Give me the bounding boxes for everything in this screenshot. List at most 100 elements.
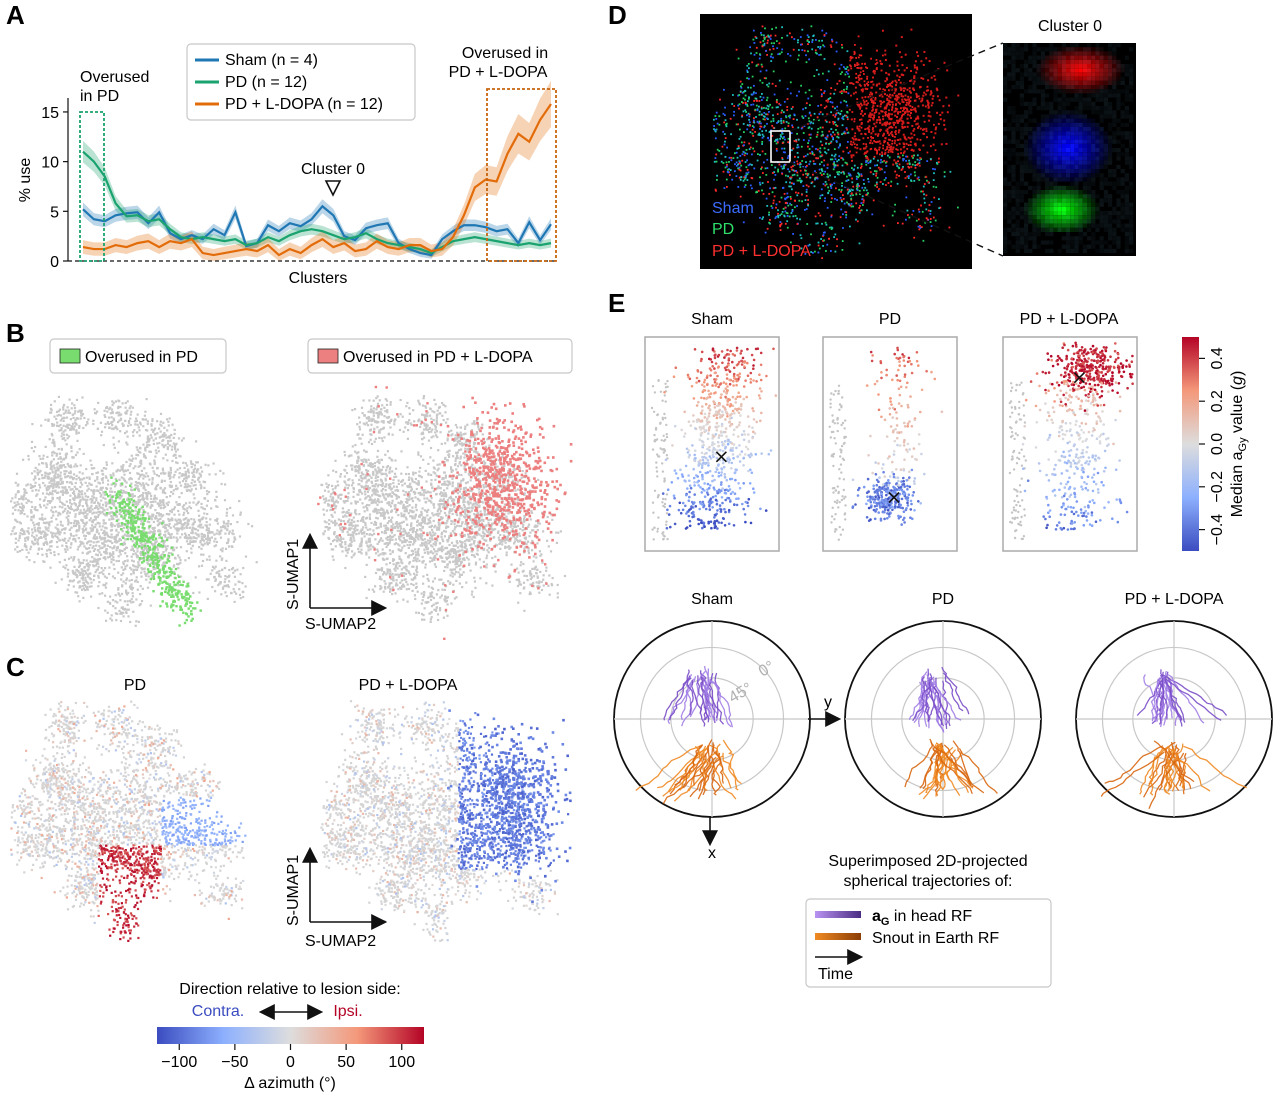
umap-b-right-point xyxy=(339,527,341,529)
umap-b-left-point xyxy=(104,426,106,428)
umap-b-left-point xyxy=(133,565,135,567)
umap-b-right-point xyxy=(451,433,453,435)
umap-b-left-point xyxy=(77,548,79,550)
umap-b-left-overused-point xyxy=(139,518,141,520)
umap-b-left-point xyxy=(119,613,121,615)
umap-b-left-point xyxy=(208,473,210,475)
umap-b-right-point xyxy=(482,433,484,435)
umap-b-left-point xyxy=(67,505,69,507)
umap-b-left-point xyxy=(137,561,139,563)
umap-b-left-point xyxy=(108,573,110,575)
umap-b-right-point xyxy=(380,512,382,514)
umap-b-left-point xyxy=(59,501,61,503)
umap-b-right-point xyxy=(478,534,480,536)
umap-b-left-point xyxy=(158,450,160,452)
umap-b-right-point xyxy=(334,460,336,462)
umap-b-left-point xyxy=(171,509,173,511)
panel-letter-e: E xyxy=(608,288,625,318)
umap-b-left-point xyxy=(23,533,25,535)
umap-b-right-point xyxy=(405,491,407,493)
umap-b-left-point xyxy=(32,522,34,524)
umap-b-left-point xyxy=(103,513,105,515)
umap-b-right-point xyxy=(388,457,390,459)
umap-b-left-point xyxy=(203,512,205,514)
umap-b-left-point xyxy=(111,462,113,464)
umap-b-right-point xyxy=(340,540,342,542)
umap-b-left-point xyxy=(173,525,175,527)
umap-b-left-point xyxy=(91,495,93,497)
umap-b-left-point xyxy=(94,534,96,536)
umap-b-left-overused-point xyxy=(149,564,151,566)
umap-b-right-point xyxy=(378,512,380,514)
umap-b-left-point xyxy=(216,520,218,522)
umap-b-right-point xyxy=(507,512,509,514)
umap-b-left-point xyxy=(174,527,176,529)
umap-b-left-point xyxy=(73,456,75,458)
panel-a-line-chart: 051015 % use Clusters Overused in PD Ove… xyxy=(17,44,556,287)
umap-b-left-point xyxy=(127,400,129,402)
umap-b-right-point xyxy=(350,539,352,541)
umap-b-left-point xyxy=(67,406,69,408)
umap-b-right-point xyxy=(350,534,352,536)
umap-b-left-point xyxy=(116,560,118,562)
umap-b-left-point xyxy=(35,495,37,497)
umap-b-left-point xyxy=(183,437,185,439)
umap-b-left-overused-point xyxy=(152,551,154,553)
umap-b-left-point xyxy=(66,443,68,445)
umap-b-left-overused-point xyxy=(143,511,145,513)
umap-b-right-point xyxy=(435,434,437,436)
umap-b-left-point xyxy=(219,532,221,534)
umap-b-left-point xyxy=(171,486,173,488)
umap-b-left-point xyxy=(226,515,228,517)
umap-b-left-point xyxy=(61,506,63,508)
umap-b-left-point xyxy=(131,455,133,457)
umap-b-left-point xyxy=(44,496,46,498)
umap-b-left-point xyxy=(193,493,195,495)
umap-b-left-point xyxy=(12,507,14,509)
umap-b-left-point xyxy=(96,507,98,509)
umap-b-right-point xyxy=(408,491,410,493)
umap-b-left-overused-point xyxy=(136,538,138,540)
umap-b-left-point xyxy=(17,509,19,511)
umap-b-right-point xyxy=(359,498,361,500)
umap-b-left-point xyxy=(31,541,33,543)
umap-b-right-point xyxy=(362,412,364,414)
umap-b-left-point xyxy=(189,502,191,504)
umap-b-left-point xyxy=(125,442,127,444)
umap-b-right-point xyxy=(477,549,479,551)
umap-b-left-point xyxy=(181,527,183,529)
umap-b-left-overused-point xyxy=(164,554,166,556)
umap-b-right-point xyxy=(375,477,377,479)
umap-b-left-point xyxy=(191,482,193,484)
umap-b-right-point xyxy=(505,542,507,544)
umap-b-left-point xyxy=(60,472,62,474)
umap-b-left-point xyxy=(31,441,33,443)
umap-b-right-point xyxy=(355,501,357,503)
umap-b-left-point xyxy=(150,605,152,607)
umap-b-left-point xyxy=(62,438,64,440)
umap-b-left-point xyxy=(228,569,230,571)
umap-b-left-point xyxy=(175,501,177,503)
umap-b-right-point xyxy=(393,486,395,488)
umap-b-right-point xyxy=(363,414,365,416)
umap-b-right-point xyxy=(355,475,357,477)
umap-b-left-point xyxy=(186,489,188,491)
umap-b-left-point xyxy=(130,411,132,413)
umap-b-left-point xyxy=(168,424,170,426)
umap-b-left-point xyxy=(113,402,115,404)
umap-b-left-point xyxy=(88,482,90,484)
umap-b-left-point xyxy=(182,514,184,516)
umap-b-left-overused-point xyxy=(142,554,144,556)
umap-b-right-point xyxy=(434,479,436,481)
umap-b-left-point xyxy=(91,498,93,500)
umap-b-right-point xyxy=(381,480,383,482)
umap-b-left-point xyxy=(171,449,173,451)
umap-b-right-point xyxy=(409,483,411,485)
umap-b-left-point xyxy=(35,467,37,469)
umap-b-right-point xyxy=(468,507,470,509)
umap-b-left-point xyxy=(89,478,91,480)
umap-b-right-point xyxy=(440,536,442,538)
umap-b-left-point xyxy=(60,524,62,526)
umap-b-left-point xyxy=(68,424,70,426)
umap-b-left-overused-point xyxy=(158,582,160,584)
